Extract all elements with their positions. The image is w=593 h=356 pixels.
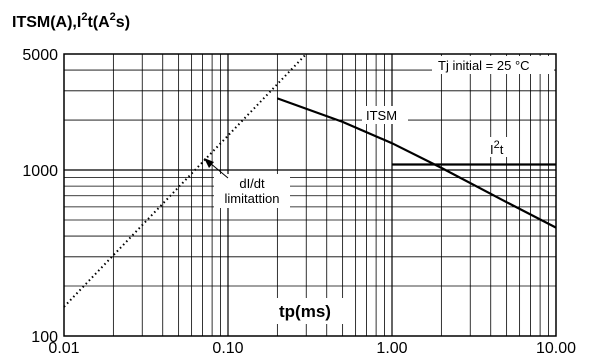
didt-arrow-line: [209, 162, 229, 179]
plot-frame: [63, 53, 557, 337]
y-axis-label: ITSM(A),I2t(A2s): [12, 11, 130, 31]
itsm-label-bg: [362, 106, 408, 124]
y-tick-label: 1000: [22, 163, 58, 180]
x-tick-label: 1.00: [376, 340, 407, 356]
i2t-label: I2t: [490, 139, 504, 157]
x-tick-label: 10.00: [536, 340, 576, 356]
grid: [64, 54, 556, 336]
y-tick-label: 5000: [22, 47, 58, 64]
itsm-label: ITSM: [366, 108, 397, 123]
x-axis-label: tp(ms): [279, 302, 331, 321]
didt-label-bg: [214, 174, 290, 208]
didt-arrow-head: [204, 158, 214, 168]
x-tick-label: 0.01: [48, 340, 79, 356]
condition-label-bg: [432, 56, 554, 74]
didt-label: dI/dt limitattion: [225, 176, 280, 206]
y-tick-label: 100: [31, 329, 58, 346]
series-group: [63, 53, 557, 308]
condition-label: Tj initial = 25 °C: [438, 58, 530, 73]
x-tick-label: 0.10: [212, 340, 243, 356]
tick-labels: 0.01 0.10 1.00 10.00 100 1000 5000: [22, 47, 576, 356]
series-line-0: [277, 97, 557, 229]
i2t-label-bg: [486, 137, 514, 157]
x-axis-label-bg: [275, 298, 345, 324]
